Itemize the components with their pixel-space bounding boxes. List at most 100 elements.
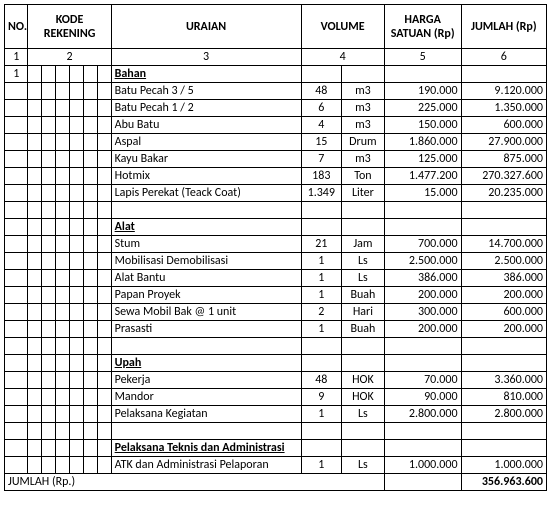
kode-cell bbox=[83, 202, 97, 219]
vol-unit bbox=[342, 66, 385, 83]
row-no bbox=[5, 304, 28, 321]
uraian: Aspal bbox=[111, 134, 301, 151]
uraian: Pekerja bbox=[111, 372, 301, 389]
kode-cell bbox=[56, 270, 70, 287]
row-no bbox=[5, 372, 28, 389]
uraian bbox=[111, 338, 301, 355]
kode-cell bbox=[97, 202, 111, 219]
harga: 200.000 bbox=[384, 321, 461, 338]
vol-unit: m3 bbox=[342, 83, 385, 100]
kode-cell bbox=[83, 270, 97, 287]
kode-cell bbox=[28, 66, 42, 83]
kode-cell bbox=[42, 355, 56, 372]
harga: 1.000.000 bbox=[384, 457, 461, 474]
vol-qty bbox=[301, 338, 342, 355]
jumlah: 600.000 bbox=[461, 117, 546, 134]
item-row: Mobilisasi Demobilisasi1Ls2.500.0002.500… bbox=[5, 253, 547, 270]
vol-qty: 21 bbox=[301, 236, 342, 253]
vol-qty: 1 bbox=[301, 457, 342, 474]
vol-qty bbox=[301, 355, 342, 372]
kode-cell bbox=[28, 236, 42, 253]
kode-cell bbox=[42, 270, 56, 287]
kode-cell bbox=[56, 185, 70, 202]
kode-cell bbox=[56, 134, 70, 151]
hdr-uraian: URAIAN bbox=[111, 5, 301, 49]
kode-cell bbox=[70, 83, 84, 100]
vol-unit: Drum bbox=[342, 134, 385, 151]
kode-cell bbox=[42, 185, 56, 202]
kode-cell bbox=[42, 236, 56, 253]
vol-unit: m3 bbox=[342, 100, 385, 117]
vol-qty: 1.349 bbox=[301, 185, 342, 202]
kode-cell bbox=[83, 117, 97, 134]
jumlah bbox=[461, 338, 546, 355]
kode-cell bbox=[97, 236, 111, 253]
vol-unit: Buah bbox=[342, 287, 385, 304]
kode-cell bbox=[70, 253, 84, 270]
vol-unit bbox=[342, 355, 385, 372]
vol-unit: HOK bbox=[342, 372, 385, 389]
vol-unit bbox=[342, 202, 385, 219]
vol-qty: 9 bbox=[301, 389, 342, 406]
kode-cell bbox=[83, 219, 97, 236]
kode-cell bbox=[56, 168, 70, 185]
jumlah: 1.000.000 bbox=[461, 457, 546, 474]
uraian bbox=[111, 423, 301, 440]
kode-cell bbox=[97, 338, 111, 355]
kode-cell bbox=[97, 355, 111, 372]
kode-cell bbox=[70, 321, 84, 338]
item-row: Papan Proyek1Buah200.000200.000 bbox=[5, 287, 547, 304]
harga: 2.800.000 bbox=[384, 406, 461, 423]
colnum-4: 4 bbox=[301, 49, 384, 66]
jumlah: 810.000 bbox=[461, 389, 546, 406]
vol-qty: 1 bbox=[301, 321, 342, 338]
vol-qty bbox=[301, 440, 342, 457]
vol-qty: 1 bbox=[301, 270, 342, 287]
harga: 150.000 bbox=[384, 117, 461, 134]
vol-qty: 4 bbox=[301, 117, 342, 134]
kode-cell bbox=[83, 168, 97, 185]
kode-cell bbox=[97, 83, 111, 100]
kode-cell bbox=[97, 372, 111, 389]
section-label: Alat bbox=[111, 219, 301, 236]
kode-cell bbox=[97, 287, 111, 304]
item-row: Lapis Perekat (Teack Coat)1.349Liter15.0… bbox=[5, 185, 547, 202]
vol-qty bbox=[301, 202, 342, 219]
section-label: Bahan bbox=[111, 66, 301, 83]
vol-unit: Ls bbox=[342, 270, 385, 287]
row-no bbox=[5, 219, 28, 236]
kode-cell bbox=[42, 457, 56, 474]
kode-cell bbox=[56, 304, 70, 321]
harga bbox=[384, 66, 461, 83]
hdr-harga: HARGA SATUAN (Rp) bbox=[384, 5, 461, 49]
uraian: Hotmix bbox=[111, 168, 301, 185]
kode-cell bbox=[97, 423, 111, 440]
uraian: Pelaksana Kegiatan bbox=[111, 406, 301, 423]
kode-cell bbox=[28, 389, 42, 406]
vol-qty: 1 bbox=[301, 287, 342, 304]
uraian: Kayu Bakar bbox=[111, 151, 301, 168]
kode-cell bbox=[28, 100, 42, 117]
vol-qty: 2 bbox=[301, 304, 342, 321]
jumlah: 386.000 bbox=[461, 270, 546, 287]
hdr-kode: KODE REKENING bbox=[28, 5, 111, 49]
harga bbox=[384, 202, 461, 219]
row-no bbox=[5, 253, 28, 270]
kode-cell bbox=[70, 423, 84, 440]
vol-qty: 1 bbox=[301, 253, 342, 270]
section-row: Alat bbox=[5, 219, 547, 236]
kode-cell bbox=[83, 253, 97, 270]
kode-cell bbox=[56, 66, 70, 83]
vol-unit: Buah bbox=[342, 321, 385, 338]
uraian: Prasasti bbox=[111, 321, 301, 338]
jumlah: 2.500.000 bbox=[461, 253, 546, 270]
kode-cell bbox=[70, 355, 84, 372]
kode-cell bbox=[56, 440, 70, 457]
item-row: Mandor9HOK90.000810.000 bbox=[5, 389, 547, 406]
total-value: 356.963.600 bbox=[461, 474, 546, 491]
kode-cell bbox=[42, 134, 56, 151]
kode-cell bbox=[83, 304, 97, 321]
kode-cell bbox=[56, 202, 70, 219]
kode-cell bbox=[97, 440, 111, 457]
kode-cell bbox=[70, 406, 84, 423]
